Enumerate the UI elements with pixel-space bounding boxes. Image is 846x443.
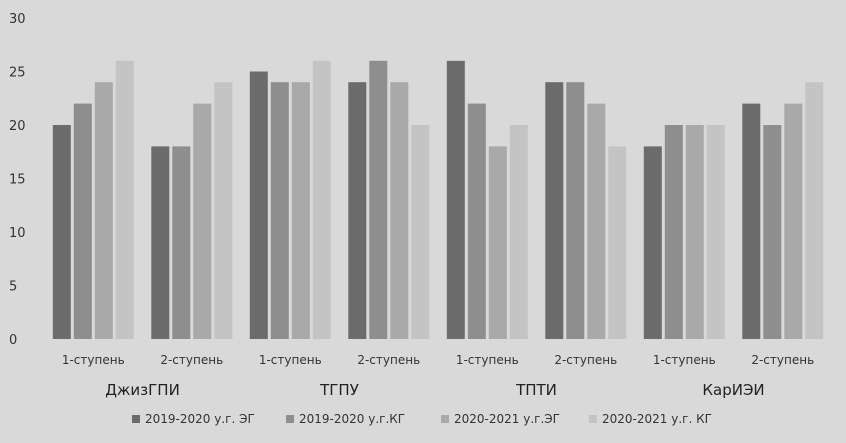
bar	[151, 146, 170, 339]
y-tick-label: 0	[9, 333, 17, 348]
bar	[587, 103, 606, 339]
bar	[784, 103, 803, 339]
bar	[291, 82, 310, 339]
bar	[312, 60, 331, 340]
legend-swatch	[132, 415, 140, 423]
x-category-label: 1-ступень	[456, 353, 519, 367]
legend-label: 2020-2021 у.г.ЭГ	[454, 412, 560, 426]
y-tick-label: 15	[9, 173, 26, 188]
bar	[214, 82, 233, 339]
legend-label: 2019-2020 у.г. ЭГ	[145, 412, 255, 426]
bar	[73, 103, 92, 339]
bars	[52, 60, 824, 340]
x-axis-category-labels: 1-ступень 2-ступень 1-ступень 2-ступень 1-ст…	[62, 353, 814, 367]
bar	[685, 125, 704, 339]
y-tick-label: 5	[9, 280, 17, 295]
bar	[115, 60, 134, 340]
x-group-label: КарИЭИ	[702, 381, 764, 399]
bar	[763, 125, 782, 339]
bar	[566, 82, 585, 339]
legend-swatch	[441, 415, 449, 423]
y-tick-label: 20	[9, 119, 26, 134]
legend: 2019-2020 у.г. ЭГ 2019-2020 у.г.КГ 2020-20…	[132, 412, 712, 426]
bar	[805, 82, 824, 339]
bar	[742, 103, 761, 339]
x-group-label: ТГПУ	[319, 381, 359, 399]
bar	[446, 60, 465, 340]
y-tick-label: 30	[9, 12, 26, 27]
bar	[52, 125, 71, 339]
x-category-label: 1-ступень	[62, 353, 125, 367]
bar	[94, 82, 113, 339]
bar	[411, 125, 430, 339]
x-category-label: 2-ступень	[160, 353, 223, 367]
bar	[706, 125, 725, 339]
bar	[369, 60, 388, 340]
x-group-label: ТПТИ	[515, 381, 557, 399]
bar	[348, 82, 367, 339]
bar	[249, 71, 268, 339]
bar	[608, 146, 627, 339]
bar	[664, 125, 683, 339]
legend-label: 2019-2020 у.г.КГ	[299, 412, 405, 426]
x-group-label: ДжизГПИ	[105, 381, 180, 399]
y-axis: 0 5 10 15 20 25 30	[9, 12, 26, 348]
x-axis-group-labels: ДжизГПИ ТГПУ ТПТИ КарИЭИ	[105, 381, 764, 399]
legend-swatch	[589, 415, 597, 423]
x-category-label: 1-ступень	[653, 353, 716, 367]
x-category-label: 2-ступень	[357, 353, 420, 367]
bar	[467, 103, 486, 339]
bar	[390, 82, 409, 339]
x-category-label: 2-ступень	[554, 353, 617, 367]
y-tick-label: 10	[9, 226, 26, 241]
y-tick-label: 25	[9, 66, 26, 81]
x-category-label: 2-ступень	[751, 353, 814, 367]
bar	[193, 103, 212, 339]
bar	[643, 146, 662, 339]
bar	[172, 146, 191, 339]
legend-swatch	[286, 415, 294, 423]
bar	[488, 146, 507, 339]
bar	[545, 82, 564, 339]
bar	[270, 82, 289, 339]
legend-label: 2020-2021 у.г. КГ	[602, 412, 712, 426]
x-category-label: 1-ступень	[259, 353, 322, 367]
bar	[509, 125, 528, 339]
